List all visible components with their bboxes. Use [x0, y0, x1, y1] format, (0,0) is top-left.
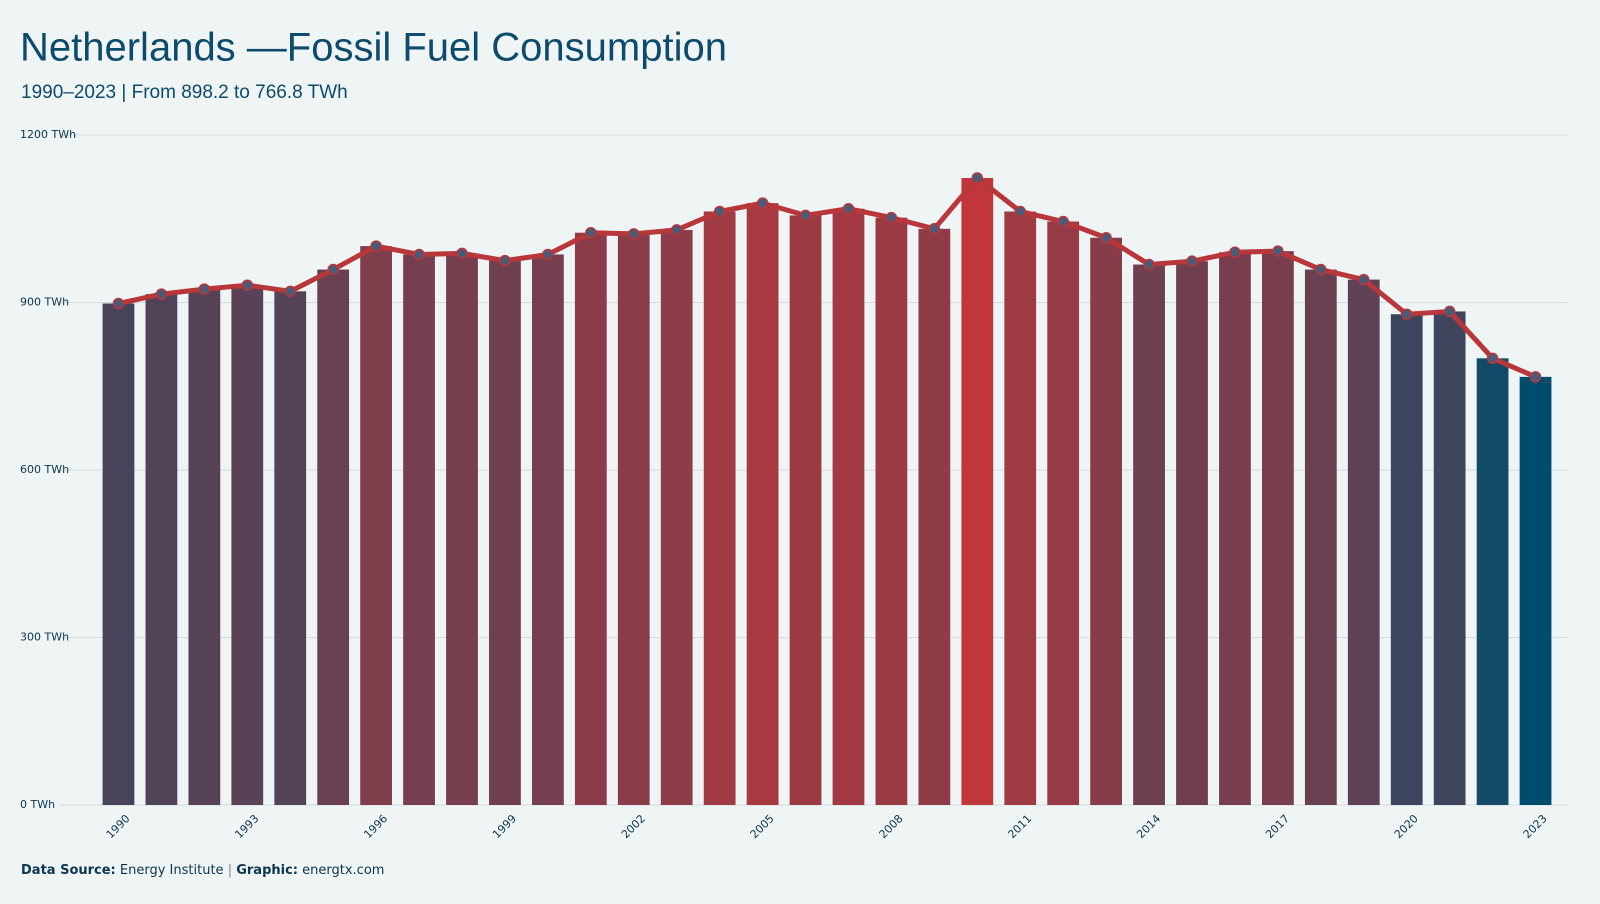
y-tick-label: 0 TWh: [20, 798, 55, 811]
source-text: Energy Institute: [120, 863, 224, 878]
bar: [961, 177, 994, 805]
bar: [1347, 279, 1380, 805]
bar: [703, 211, 736, 805]
bar: [789, 215, 822, 805]
point: [1400, 308, 1413, 320]
bar: [832, 208, 865, 805]
chart-subtitle: 1990–2023 | From 898.2 to 766.8 TWh: [21, 82, 348, 103]
point: [971, 172, 984, 184]
bar: [489, 260, 521, 805]
bar: [403, 254, 435, 805]
point: [842, 202, 855, 215]
point: [1014, 205, 1026, 218]
bar: [446, 253, 478, 805]
point: [241, 279, 254, 291]
bar: [274, 291, 307, 805]
point: [542, 248, 554, 261]
point: [1486, 352, 1499, 365]
footer: Data Source: Energy Institute | Graphic:…: [21, 863, 384, 878]
bar: [231, 285, 264, 806]
bar: [1004, 211, 1037, 805]
bar: [360, 246, 393, 805]
source-label: Data Source:: [21, 863, 116, 878]
y-tick-label: 300 TWh: [20, 631, 69, 644]
point: [713, 205, 726, 218]
x-tick-label: 2017: [1263, 812, 1292, 841]
bar: [1261, 251, 1294, 806]
point: [1315, 263, 1327, 276]
point: [1143, 258, 1155, 271]
point: [1443, 305, 1456, 318]
bar: [574, 232, 607, 806]
point: [112, 297, 125, 310]
bar: [317, 269, 350, 805]
bar: [1219, 252, 1251, 805]
graphic-text: energtx.com: [302, 863, 384, 878]
x-tick-label: 2008: [877, 812, 906, 841]
bar: [1304, 269, 1337, 805]
bar: [1090, 237, 1123, 805]
point: [327, 263, 339, 276]
point: [155, 288, 168, 300]
point: [628, 228, 640, 240]
graphic-label: Graphic:: [236, 863, 298, 878]
bar: [660, 229, 693, 805]
point: [456, 247, 468, 260]
bar: [1476, 358, 1509, 805]
bar: [1176, 261, 1208, 805]
bar: [746, 203, 779, 805]
x-tick-label: 2002: [619, 812, 648, 841]
point: [1057, 215, 1069, 228]
bar: [1433, 311, 1466, 805]
point: [756, 197, 769, 209]
bar: [918, 228, 951, 806]
bar: [617, 233, 650, 805]
point: [670, 224, 683, 236]
bar: [531, 254, 564, 805]
x-tick-label: 2014: [1134, 812, 1163, 841]
y-tick-label: 900 TWh: [20, 296, 69, 309]
x-tick-label: 1996: [361, 812, 390, 841]
point: [799, 209, 812, 222]
point: [585, 226, 597, 239]
bar: [1047, 221, 1080, 805]
x-tick-label: 2020: [1392, 812, 1421, 841]
bar: [1133, 264, 1165, 805]
point: [284, 285, 296, 298]
x-tick-label: 1999: [490, 812, 519, 841]
chart-title: Netherlands —Fossil Fuel Consumption: [20, 26, 727, 70]
bar: [188, 289, 221, 806]
separator: |: [228, 863, 232, 878]
point: [198, 283, 211, 295]
point: [1100, 231, 1112, 244]
bar: [145, 294, 178, 805]
point: [1272, 245, 1284, 257]
point: [885, 211, 898, 224]
x-tick-label: 1990: [104, 812, 133, 841]
point: [1229, 246, 1241, 258]
trend-line: [117, 175, 1537, 380]
x-tick-label: 1993: [232, 812, 261, 841]
bar: [102, 303, 135, 805]
point: [370, 240, 382, 252]
y-tick-label: 1200 TWh: [20, 128, 76, 141]
x-tick-label: 2023: [1521, 812, 1550, 841]
bar: [875, 217, 908, 806]
y-tick-label: 600 TWh: [20, 463, 69, 476]
point: [413, 248, 425, 261]
point: [928, 223, 941, 235]
point: [1529, 371, 1542, 383]
bar: [1390, 314, 1423, 805]
x-tick-label: 2011: [1005, 812, 1034, 841]
point: [1186, 255, 1198, 267]
x-tick-label: 2005: [748, 812, 777, 841]
bar: [1519, 376, 1552, 805]
point: [499, 254, 511, 267]
point: [1358, 273, 1370, 286]
